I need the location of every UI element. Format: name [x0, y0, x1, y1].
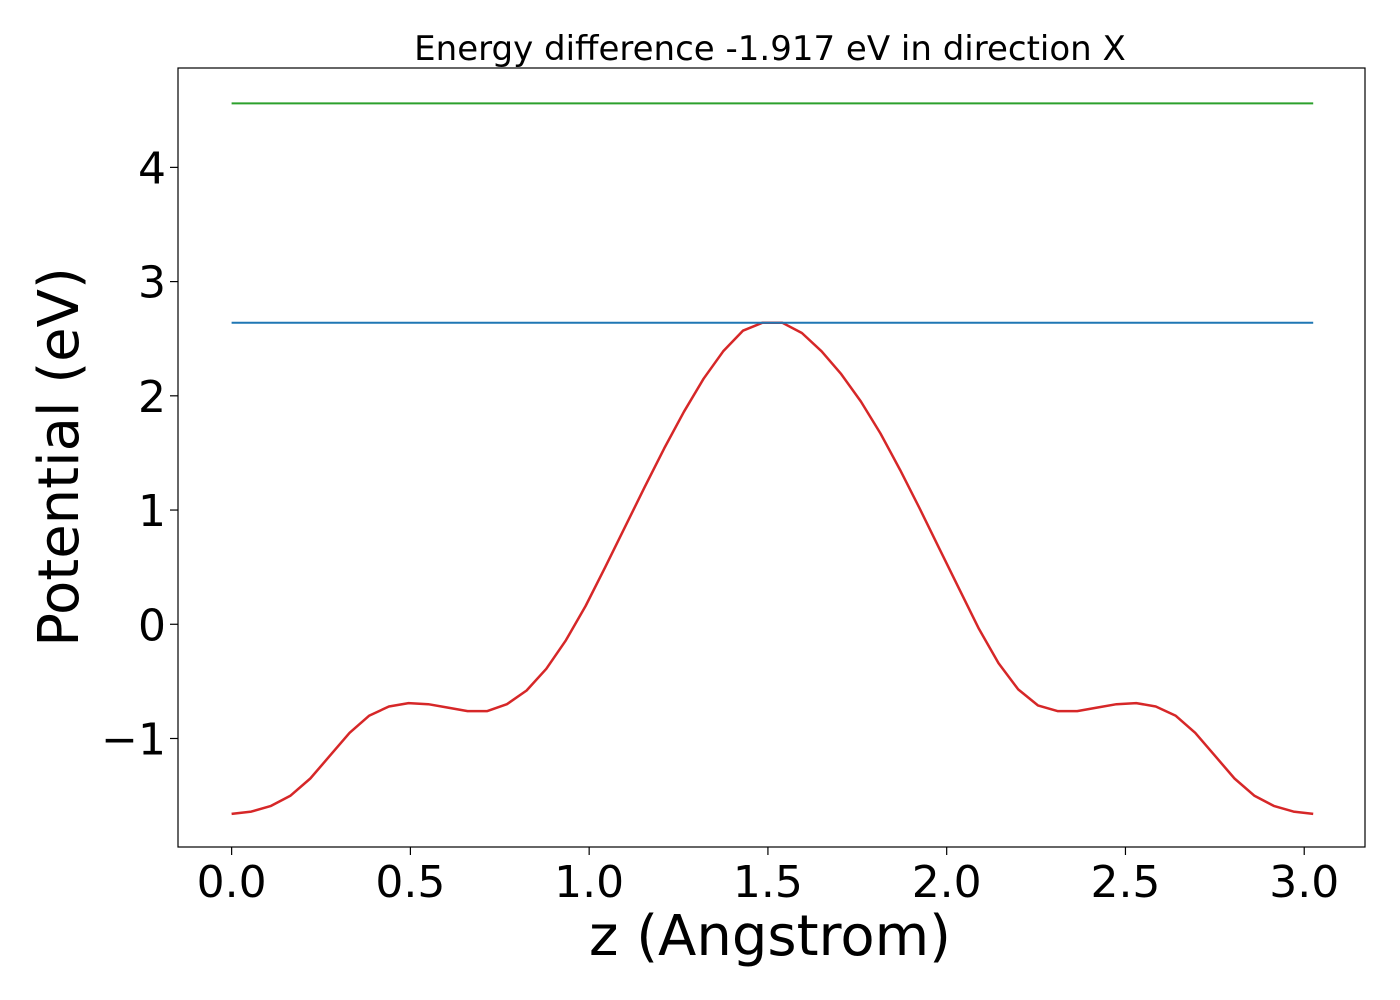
y-tick-label: 3: [138, 258, 166, 309]
y-tick-label: 0: [138, 600, 166, 651]
chart-title: Energy difference -1.917 eV in direction…: [414, 29, 1126, 69]
plot-frame: [177, 67, 1366, 848]
y-tick-label: 2: [138, 372, 166, 423]
y-tick-label: −1: [101, 714, 166, 765]
x-tick-label: 1.0: [554, 857, 624, 908]
plot-layer: [231, 102, 1314, 816]
x-axis-label: z (Angstrom): [589, 904, 951, 969]
x-tick-label: 0.5: [375, 857, 445, 908]
series-line-0: [231, 321, 1314, 816]
x-tick-label: 2.5: [1090, 857, 1160, 908]
x-tick-label: 1.5: [733, 857, 803, 908]
x-tick-label: 3.0: [1269, 857, 1339, 908]
y-tick-label: 1: [138, 486, 166, 537]
y-axis-ticks: −1 0 1 2 3 4: [101, 143, 178, 765]
y-axis-label: Potential (eV): [27, 267, 92, 647]
x-axis-ticks: 0.0 0.5 1.0 1.5 2.0 2.5 3.0: [197, 847, 1339, 908]
x-tick-label: 0.0: [197, 857, 267, 908]
x-tick-label: 2.0: [912, 857, 982, 908]
y-tick-label: 4: [138, 143, 166, 194]
